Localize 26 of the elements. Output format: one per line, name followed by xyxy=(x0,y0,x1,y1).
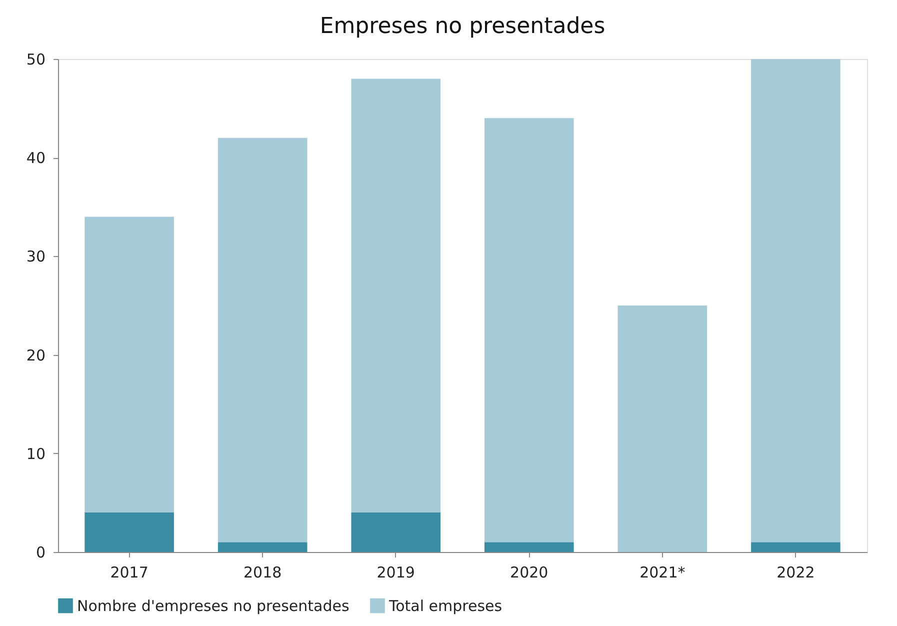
bar xyxy=(484,118,574,542)
bar xyxy=(218,138,308,542)
bar xyxy=(484,542,574,552)
y-tick-label: 10 xyxy=(26,444,46,463)
y-tick-label: 0 xyxy=(36,544,46,562)
y-tick-label: 50 xyxy=(26,50,46,68)
x-tick-label: 2021* xyxy=(640,564,686,582)
y-tick-label: 40 xyxy=(26,149,46,168)
y-tick-label: 20 xyxy=(26,346,46,364)
bar xyxy=(84,512,174,552)
legend-label: Nombre d'empreses no presentades xyxy=(77,596,350,615)
bar xyxy=(351,512,441,552)
x-tick-label: 2020 xyxy=(510,564,548,582)
bar xyxy=(84,216,174,513)
x-tick-label: 2018 xyxy=(243,564,282,582)
bar xyxy=(618,306,708,552)
legend-label: Total empreses xyxy=(388,596,502,615)
bar xyxy=(351,78,441,513)
bar xyxy=(751,59,840,542)
x-tick-label: 2017 xyxy=(110,564,148,582)
bar xyxy=(751,542,840,552)
bar xyxy=(218,542,308,552)
x-tick-label: 2022 xyxy=(776,564,815,582)
x-tick-label: 2019 xyxy=(376,564,415,582)
y-tick-label: 30 xyxy=(26,248,46,266)
chart-title: Empreses no presentades xyxy=(320,14,606,39)
